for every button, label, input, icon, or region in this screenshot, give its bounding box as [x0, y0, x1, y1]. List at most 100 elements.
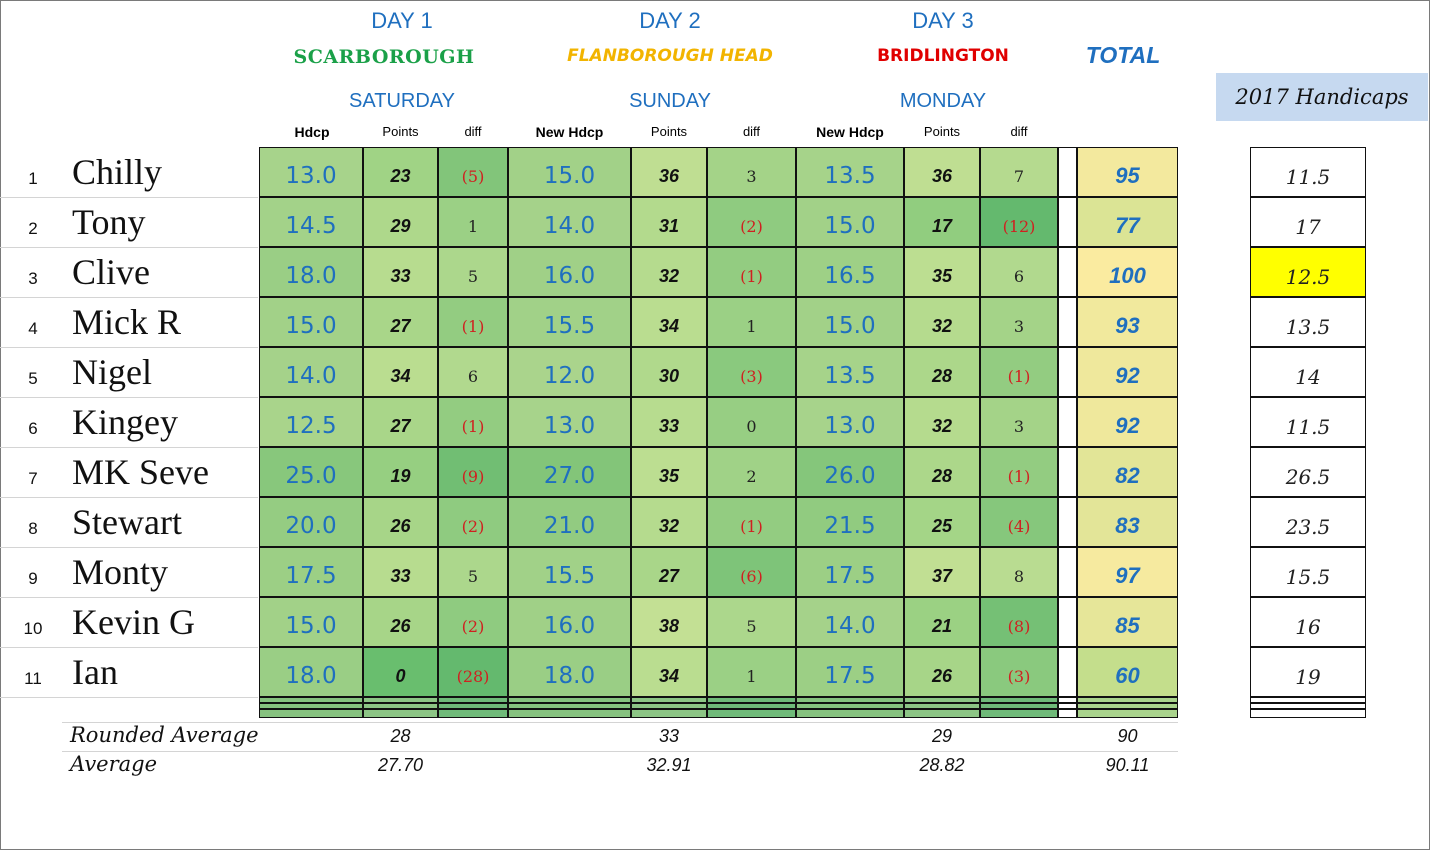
player-name[interactable]: Nigel: [72, 352, 152, 392]
day1-diff-cell[interactable]: 5: [438, 247, 508, 297]
day3-diff-cell[interactable]: 8: [980, 547, 1058, 597]
handicap-2017-cell[interactable]: 14: [1250, 347, 1366, 397]
day3-diff-cell[interactable]: (12): [980, 197, 1058, 247]
day1-points-cell[interactable]: 27: [363, 297, 438, 347]
day2-new-hdcp-cell[interactable]: 18.0: [508, 647, 631, 697]
day2-points-cell[interactable]: 32: [631, 497, 707, 547]
day2-diff-cell[interactable]: 0: [707, 397, 796, 447]
day1-diff-cell[interactable]: (1): [438, 297, 508, 347]
day2-new-hdcp-cell[interactable]: 16.0: [508, 597, 631, 647]
day1-points-cell[interactable]: 23: [363, 147, 438, 197]
day2-diff-cell[interactable]: (6): [707, 547, 796, 597]
handicap-2017-cell[interactable]: 11.5: [1250, 147, 1366, 197]
handicap-2017-cell[interactable]: 16: [1250, 597, 1366, 647]
day1-points-cell[interactable]: 26: [363, 597, 438, 647]
day1-diff-cell[interactable]: 6: [438, 347, 508, 397]
day2-new-hdcp-cell[interactable]: 27.0: [508, 447, 631, 497]
day1-points-cell[interactable]: 33: [363, 547, 438, 597]
day2-points-cell[interactable]: 31: [631, 197, 707, 247]
day2-points-cell[interactable]: 35: [631, 447, 707, 497]
day2-diff-cell[interactable]: 1: [707, 297, 796, 347]
day1-diff-cell[interactable]: 5: [438, 547, 508, 597]
day1-points-cell[interactable]: 34: [363, 347, 438, 397]
day2-points-cell[interactable]: 32: [631, 247, 707, 297]
day1-diff-cell[interactable]: (9): [438, 447, 508, 497]
day3-new-hdcp-cell[interactable]: 17.5: [796, 547, 904, 597]
player-name[interactable]: Clive: [72, 252, 150, 292]
day2-new-hdcp-cell[interactable]: 21.0: [508, 497, 631, 547]
day3-new-hdcp-cell[interactable]: 15.0: [796, 297, 904, 347]
handicap-2017-cell[interactable]: 15.5: [1250, 547, 1366, 597]
day1-points-cell[interactable]: 0: [363, 647, 438, 697]
day2-new-hdcp-cell[interactable]: 14.0: [508, 197, 631, 247]
day2-diff-cell[interactable]: (1): [707, 497, 796, 547]
handicap-2017-cell[interactable]: 12.5: [1250, 247, 1366, 297]
day2-points-cell[interactable]: 36: [631, 147, 707, 197]
day3-new-hdcp-cell[interactable]: 13.5: [796, 347, 904, 397]
day2-points-cell[interactable]: 27: [631, 547, 707, 597]
handicap-2017-cell[interactable]: 26.5: [1250, 447, 1366, 497]
player-name[interactable]: Stewart: [72, 502, 182, 542]
day3-diff-cell[interactable]: (1): [980, 347, 1058, 397]
day3-points-cell[interactable]: 21: [904, 597, 980, 647]
player-name[interactable]: MK Seve: [72, 452, 209, 492]
day3-new-hdcp-cell[interactable]: 17.5: [796, 647, 904, 697]
day3-points-cell[interactable]: 17: [904, 197, 980, 247]
day3-diff-cell[interactable]: 3: [980, 397, 1058, 447]
day3-new-hdcp-cell[interactable]: 13.0: [796, 397, 904, 447]
day1-hdcp-cell[interactable]: 17.5: [259, 547, 363, 597]
day1-hdcp-cell[interactable]: 14.5: [259, 197, 363, 247]
day1-hdcp-cell[interactable]: 18.0: [259, 647, 363, 697]
day1-hdcp-cell[interactable]: 14.0: [259, 347, 363, 397]
day1-diff-cell[interactable]: (5): [438, 147, 508, 197]
day1-diff-cell[interactable]: (1): [438, 397, 508, 447]
day1-hdcp-cell[interactable]: 20.0: [259, 497, 363, 547]
day1-points-cell[interactable]: 27: [363, 397, 438, 447]
day2-points-cell[interactable]: 30: [631, 347, 707, 397]
total-cell[interactable]: 92: [1077, 347, 1178, 397]
day3-new-hdcp-cell[interactable]: 21.5: [796, 497, 904, 547]
day1-diff-cell[interactable]: (2): [438, 597, 508, 647]
day3-new-hdcp-cell[interactable]: 15.0: [796, 197, 904, 247]
day2-new-hdcp-cell[interactable]: 15.5: [508, 297, 631, 347]
day3-new-hdcp-cell[interactable]: 14.0: [796, 597, 904, 647]
day1-hdcp-cell[interactable]: 15.0: [259, 597, 363, 647]
handicap-2017-cell[interactable]: 23.5: [1250, 497, 1366, 547]
day3-points-cell[interactable]: 36: [904, 147, 980, 197]
day1-hdcp-cell[interactable]: 15.0: [259, 297, 363, 347]
day2-new-hdcp-cell[interactable]: 12.0: [508, 347, 631, 397]
day3-points-cell[interactable]: 25: [904, 497, 980, 547]
day3-new-hdcp-cell[interactable]: 13.5: [796, 147, 904, 197]
handicap-2017-cell[interactable]: 17: [1250, 197, 1366, 247]
day3-diff-cell[interactable]: 3: [980, 297, 1058, 347]
player-name[interactable]: Monty: [72, 552, 169, 592]
day1-hdcp-cell[interactable]: 13.0: [259, 147, 363, 197]
day1-hdcp-cell[interactable]: 12.5: [259, 397, 363, 447]
total-cell[interactable]: 82: [1077, 447, 1178, 497]
day2-diff-cell[interactable]: 1: [707, 647, 796, 697]
day3-diff-cell[interactable]: (8): [980, 597, 1058, 647]
day2-diff-cell[interactable]: 5: [707, 597, 796, 647]
total-cell[interactable]: 97: [1077, 547, 1178, 597]
day1-diff-cell[interactable]: (2): [438, 497, 508, 547]
handicap-2017-cell[interactable]: 19: [1250, 647, 1366, 697]
day3-points-cell[interactable]: 37: [904, 547, 980, 597]
total-cell[interactable]: 85: [1077, 597, 1178, 647]
day3-new-hdcp-cell[interactable]: 26.0: [796, 447, 904, 497]
day2-diff-cell[interactable]: (1): [707, 247, 796, 297]
player-name[interactable]: Tony: [72, 202, 146, 242]
total-cell[interactable]: 100: [1077, 247, 1178, 297]
day2-new-hdcp-cell[interactable]: 13.0: [508, 397, 631, 447]
handicap-2017-cell[interactable]: 11.5: [1250, 397, 1366, 447]
day3-diff-cell[interactable]: 7: [980, 147, 1058, 197]
day1-points-cell[interactable]: 33: [363, 247, 438, 297]
day3-diff-cell[interactable]: (3): [980, 647, 1058, 697]
day2-new-hdcp-cell[interactable]: 15.0: [508, 147, 631, 197]
day3-new-hdcp-cell[interactable]: 16.5: [796, 247, 904, 297]
player-name[interactable]: Chilly: [72, 152, 163, 192]
total-cell[interactable]: 60: [1077, 647, 1178, 697]
day3-points-cell[interactable]: 26: [904, 647, 980, 697]
day2-diff-cell[interactable]: 2: [707, 447, 796, 497]
day1-hdcp-cell[interactable]: 25.0: [259, 447, 363, 497]
day3-diff-cell[interactable]: (4): [980, 497, 1058, 547]
